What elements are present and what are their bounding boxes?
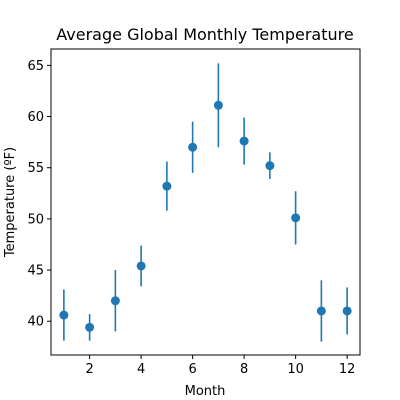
data-point bbox=[110, 296, 120, 306]
data-point bbox=[342, 306, 352, 316]
y-axis: 40 45 50 55 60 65 bbox=[27, 59, 51, 330]
y-tick-label: 55 bbox=[27, 161, 44, 176]
y-tick-label: 65 bbox=[27, 59, 44, 74]
data-point bbox=[265, 161, 275, 171]
y-tick-label: 60 bbox=[27, 110, 44, 125]
chart-title: Average Global Monthly Temperature bbox=[56, 25, 353, 44]
x-tick-label: 8 bbox=[240, 362, 248, 377]
plot-area bbox=[59, 63, 352, 342]
x-tick-label: 12 bbox=[339, 362, 356, 377]
x-tick-label: 10 bbox=[287, 362, 304, 377]
plot-frame bbox=[50, 48, 361, 356]
x-axis: 2 4 6 8 10 12 bbox=[85, 355, 355, 377]
x-axis-label: Month bbox=[185, 384, 226, 399]
x-tick-label: 4 bbox=[137, 362, 145, 377]
data-point bbox=[239, 136, 249, 146]
data-point bbox=[136, 261, 146, 271]
data-point bbox=[316, 306, 326, 316]
y-axis-label: Temperature (ºF) bbox=[3, 147, 18, 258]
data-point bbox=[162, 181, 172, 191]
y-tick-label: 50 bbox=[27, 212, 44, 227]
x-tick-label: 6 bbox=[188, 362, 196, 377]
data-point bbox=[213, 100, 223, 110]
data-point bbox=[59, 310, 69, 320]
x-tick-label: 2 bbox=[85, 362, 93, 377]
y-tick-label: 40 bbox=[27, 315, 44, 330]
data-point bbox=[85, 322, 95, 332]
data-point bbox=[188, 142, 198, 152]
data-point bbox=[291, 213, 301, 223]
y-tick-label: 45 bbox=[27, 264, 44, 279]
